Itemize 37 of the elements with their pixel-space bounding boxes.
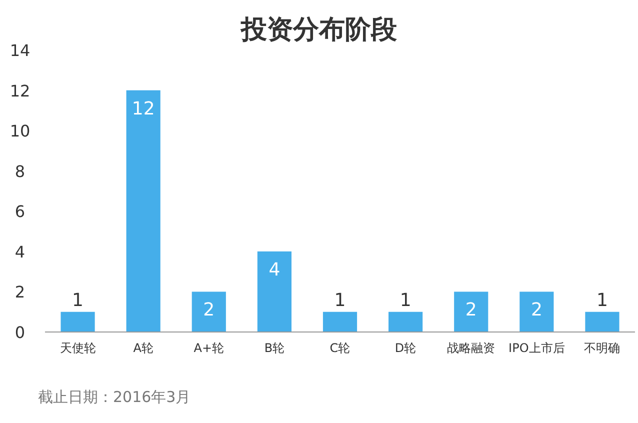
x-tick-label: IPO上市后 <box>508 341 565 355</box>
bar <box>257 251 292 332</box>
y-tick-label: 0 <box>14 323 26 342</box>
bar <box>585 312 620 332</box>
x-tick-label: A轮 <box>133 341 154 355</box>
x-tick-label: C轮 <box>330 341 350 355</box>
chart-title: 投资分布阶段 <box>240 15 398 45</box>
data-label: 2 <box>530 300 542 321</box>
data-label: 1 <box>400 290 412 311</box>
y-tick-label: 8 <box>14 162 26 181</box>
x-tick-label: A+轮 <box>194 341 224 355</box>
y-tick-label: 12 <box>10 81 30 100</box>
bar <box>60 312 95 332</box>
text: 截止日期：2016年3月 <box>38 388 191 406</box>
x-tick-label: D轮 <box>394 341 416 355</box>
bar <box>520 292 554 332</box>
y-tick-label: 10 <box>10 122 30 141</box>
data-label: 12 <box>132 98 155 120</box>
y-tick-label: 2 <box>14 282 26 302</box>
bar <box>126 90 160 332</box>
bar <box>322 312 358 332</box>
data-label: 2 <box>203 300 215 321</box>
x-tick-label: 战略融资 <box>447 341 496 355</box>
data-label: 1 <box>596 290 608 311</box>
bar <box>454 292 488 332</box>
y-tick-label: 6 <box>14 202 26 222</box>
data-label: 4 <box>268 259 280 280</box>
data-label: 2 <box>465 300 477 321</box>
y-tick-label: 14 <box>10 41 30 60</box>
y-tick-label: 4 <box>14 242 26 262</box>
x-tick-label: B轮 <box>264 341 285 355</box>
bar <box>192 292 226 332</box>
data-label: 1 <box>334 290 346 311</box>
bar <box>388 312 423 332</box>
x-tick-label: 不明确 <box>584 341 620 355</box>
data-label: 1 <box>72 290 84 311</box>
x-tick-label: 天使轮 <box>60 341 96 355</box>
